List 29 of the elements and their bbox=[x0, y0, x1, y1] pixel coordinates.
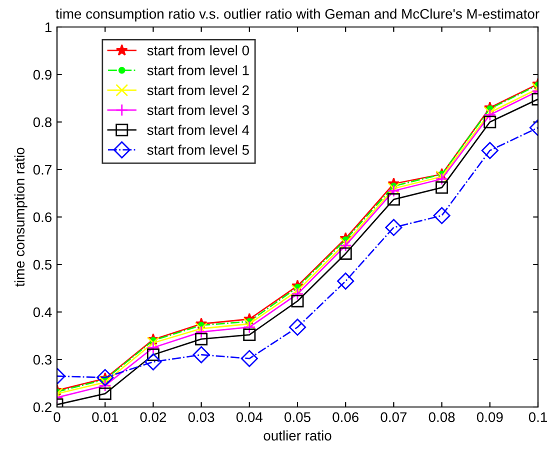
y-axis-title: time consumption ratio bbox=[14, 148, 28, 287]
x-tick-label: 0.09 bbox=[476, 412, 503, 422]
x-tick-label: 0.08 bbox=[428, 412, 455, 422]
legend-label: start from level 2 bbox=[147, 84, 249, 96]
x-tick-label: 0.1 bbox=[528, 412, 547, 422]
y-tick-label: 1 bbox=[45, 22, 52, 32]
legend-label: start from level 4 bbox=[147, 124, 250, 135]
x-axis-title: outlier ratio bbox=[264, 430, 332, 441]
y-tick-label: 0.5 bbox=[33, 260, 52, 270]
x-tick-label: 0 bbox=[54, 412, 60, 422]
legend-label: start from level 1 bbox=[147, 65, 249, 76]
x-tick-label: 0.04 bbox=[236, 412, 263, 422]
legend-label: start from level 3 bbox=[147, 104, 249, 116]
y-tick-label: 0.2 bbox=[33, 402, 52, 412]
x-tick-label: 0.03 bbox=[188, 412, 214, 422]
y-tick-label: 0.4 bbox=[33, 307, 52, 318]
y-tick-label: 0.7 bbox=[33, 164, 52, 175]
legend-label: start from level 5 bbox=[147, 144, 249, 155]
y-tick-label: 0.3 bbox=[33, 354, 52, 365]
x-tick-label: 0.01 bbox=[92, 412, 118, 422]
y-tick-label: 0.8 bbox=[33, 117, 52, 128]
x-tick-label: 0.05 bbox=[284, 412, 310, 422]
legend-label: start from level 0 bbox=[147, 45, 249, 56]
x-tick-label: 0.07 bbox=[380, 412, 407, 422]
y-tick-label: 0.9 bbox=[33, 70, 52, 80]
y-tick-label: 0.6 bbox=[33, 212, 52, 222]
chart-title: time consumption ratio v.s. outlier ratio with Geman and McClure's M-estimator bbox=[56, 8, 540, 22]
x-tick-label: 0.06 bbox=[332, 412, 359, 422]
x-tick-label: 0.02 bbox=[140, 412, 166, 422]
